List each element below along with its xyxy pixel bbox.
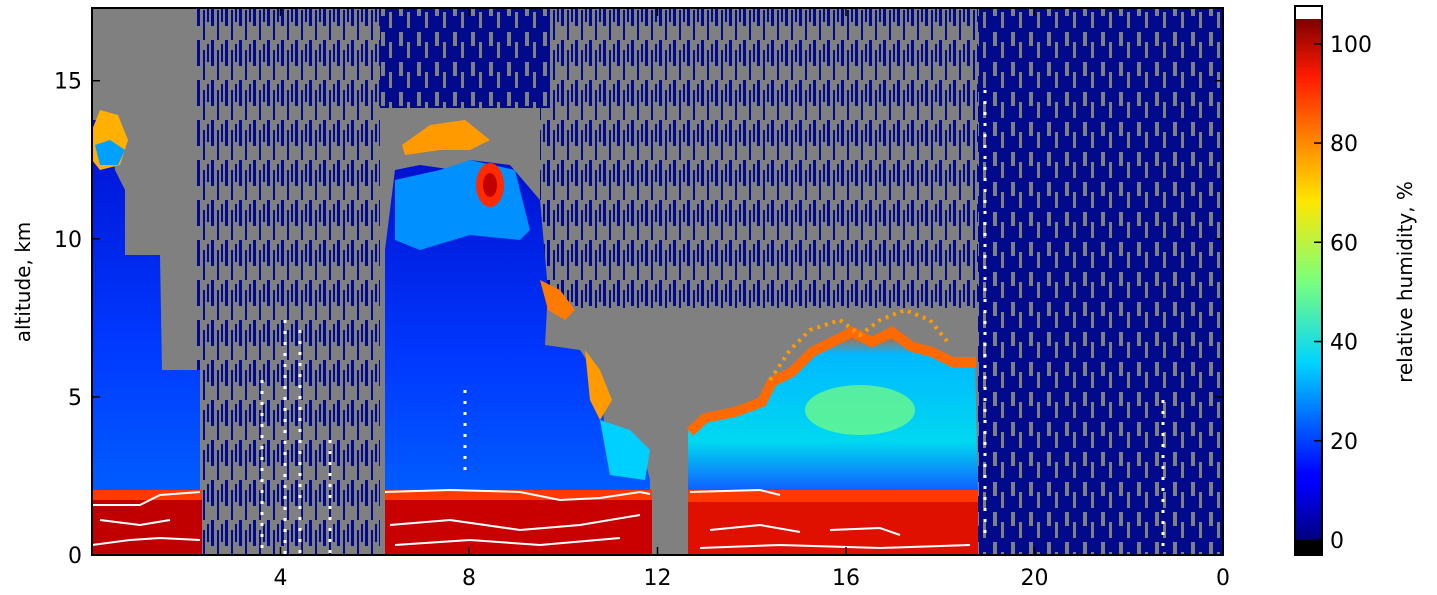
- mid-cloud-edge: [540, 280, 575, 320]
- colorbar-over-color: [1295, 6, 1322, 19]
- moist-surface-layer: [92, 490, 202, 500]
- x-tick-label: 4: [274, 566, 288, 591]
- upper-cloud: [95, 140, 125, 165]
- colorbar-tick-label: 60: [1330, 231, 1358, 256]
- colorbar-gradient: [1295, 19, 1322, 540]
- dry-patch: [540, 8, 980, 308]
- plot-area: [92, 8, 1223, 555]
- colorbar-tick-label: 100: [1330, 33, 1372, 58]
- colorbar-label: relative humidity, %: [1393, 181, 1417, 383]
- data-gaps: [260, 90, 1165, 555]
- x-tick-label: 16: [832, 566, 860, 591]
- colorbar-tick-label: 40: [1330, 331, 1358, 356]
- mid-cloud-edge: [585, 350, 612, 420]
- y-tick-label: 5: [68, 386, 82, 411]
- x-tick-label: 8: [462, 566, 476, 591]
- x-tick-label: 0: [1216, 566, 1230, 591]
- upper-cloud: [402, 120, 490, 155]
- dry-patch: [195, 8, 380, 555]
- colorbar-tick-label: 0: [1330, 529, 1344, 554]
- saturation-contours: [92, 488, 971, 550]
- moist-surface-layer: [385, 490, 652, 500]
- x-tick-label: 12: [644, 566, 672, 591]
- low-cloud-edge: [600, 420, 650, 480]
- dry-layer: [92, 120, 200, 490]
- dry-layer: [385, 160, 650, 490]
- colorbar: 0 20 40 60 80 100 relative humidity, %: [1294, 5, 1417, 556]
- y-axis-label: altitude, km: [11, 222, 35, 343]
- y-tick-label: 0: [68, 544, 82, 569]
- cloud-core: [805, 385, 915, 435]
- y-tick-label: 10: [54, 228, 82, 253]
- colorbar-ticks: 0 20 40 60 80 100: [1314, 33, 1372, 554]
- dry-patch: [978, 8, 1223, 555]
- y-tick-label: 15: [54, 70, 82, 95]
- cloud-top-edge: [686, 326, 976, 436]
- upper-cloud-core: [483, 173, 497, 197]
- dry-patch: [380, 8, 550, 108]
- colorbar-under-color: [1295, 540, 1322, 555]
- colorbar-frame: [1294, 5, 1323, 556]
- x-axis: 4 8 12 16 20 0: [274, 8, 1230, 591]
- moist-surface-layer: [688, 490, 978, 502]
- y-axis: 0 5 10 15: [54, 70, 1223, 569]
- cloud-top-fringe: [768, 307, 952, 382]
- x-tick-label: 20: [1021, 566, 1049, 591]
- colorbar-tick-label: 20: [1330, 430, 1358, 455]
- colorbar-tick-label: 80: [1330, 132, 1358, 157]
